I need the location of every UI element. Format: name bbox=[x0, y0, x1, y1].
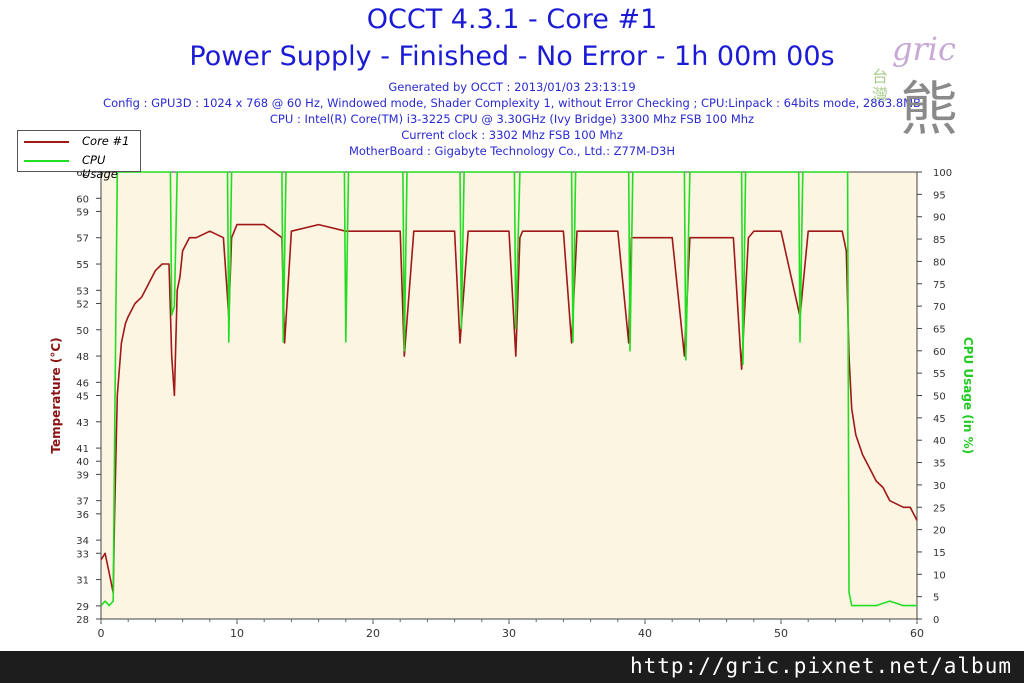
y-right-tick-label: 90 bbox=[933, 213, 946, 224]
y-left-tick-label: 29 bbox=[76, 602, 89, 613]
y-left-tick-label: 31 bbox=[76, 576, 89, 587]
y-right-tick-label: 50 bbox=[933, 392, 946, 403]
chart-title: OCCT 4.3.1 - Core #1 bbox=[366, 4, 658, 35]
legend-item-core1: Core #1 bbox=[18, 133, 140, 149]
y-left-tick-label: 46 bbox=[76, 378, 89, 389]
info-cpu: CPU : Intel(R) Core(TM) i3-3225 CPU @ 3.… bbox=[269, 112, 755, 126]
y-right-tick-label: 35 bbox=[933, 459, 946, 470]
info-clock: Current clock : 3302 Mhz FSB 100 Mhz bbox=[401, 128, 623, 142]
y-right-tick-label: 80 bbox=[933, 257, 946, 268]
y-right-tick-label: 0 bbox=[933, 615, 939, 626]
y-left-tick-label: 40 bbox=[76, 457, 89, 468]
logo-taiwan-text: 台灣 bbox=[872, 67, 889, 104]
y-left-tick-label: 52 bbox=[76, 299, 89, 310]
y-left-tick-label: 37 bbox=[76, 497, 89, 508]
x-tick-label: 20 bbox=[366, 627, 380, 640]
gric-logo: gric 台灣 熊 bbox=[872, 30, 972, 143]
chart-legend: Core #1 CPU Usage bbox=[17, 130, 141, 181]
y-left-tick-label: 50 bbox=[76, 326, 89, 337]
y-right-tick-label: 65 bbox=[933, 324, 946, 335]
y-right-axis-label: CPU Usage (in %) bbox=[961, 337, 975, 454]
y-left-tick-label: 41 bbox=[76, 444, 89, 455]
y-right-tick-label: 45 bbox=[933, 414, 946, 425]
legend-item-cpu-usage: CPU Usage bbox=[18, 152, 140, 181]
y-right-tick-label: 85 bbox=[933, 235, 946, 246]
y-left-tick-label: 39 bbox=[76, 470, 89, 481]
y-left-tick-label: 48 bbox=[76, 352, 89, 363]
y-left-tick-label: 53 bbox=[76, 286, 89, 297]
series-line-core1 bbox=[100, 223, 918, 594]
x-tick-label: 50 bbox=[774, 627, 788, 640]
y-left-tick-label: 34 bbox=[76, 536, 89, 547]
y-right-tick-label: 55 bbox=[933, 369, 946, 380]
y-right-tick-label: 70 bbox=[933, 302, 946, 313]
info-config: Config : GPU3D : 1024 x 768 @ 60 Hz, Win… bbox=[103, 96, 921, 110]
logo-gric-text: gric bbox=[892, 30, 956, 68]
plot-area bbox=[100, 171, 918, 620]
info-generated: Generated by OCCT : 2013/01/03 23:13:19 bbox=[388, 80, 636, 94]
legend-label-core1: Core #1 bbox=[82, 134, 130, 148]
legend-swatch-cpu-usage bbox=[24, 160, 69, 162]
y-left-axis-label: Temperature (°C) bbox=[49, 337, 63, 453]
y-left-tick-label: 33 bbox=[76, 549, 89, 560]
x-tick-label: 40 bbox=[638, 627, 652, 640]
watermark-url: http://gric.pixnet.net/album bbox=[629, 654, 1012, 678]
y-right-tick-label: 5 bbox=[933, 593, 939, 604]
x-tick-label: 10 bbox=[230, 627, 244, 640]
logo-bear-glyph: 熊 bbox=[900, 75, 959, 143]
y-left-tick-label: 55 bbox=[76, 260, 89, 271]
legend-label-cpu-usage: CPU Usage bbox=[82, 153, 118, 181]
y-left-tick-label: 28 bbox=[76, 615, 89, 626]
y-right-tick-label: 40 bbox=[933, 436, 946, 447]
y-left-tick-label: 57 bbox=[76, 234, 89, 245]
y-left-tick-label: 60 bbox=[76, 194, 89, 205]
y-left-tick-label: 62 bbox=[76, 168, 89, 179]
y-right-tick-label: 60 bbox=[933, 347, 946, 358]
y-right-tick-label: 75 bbox=[933, 280, 946, 291]
y-right-tick-label: 10 bbox=[933, 570, 946, 581]
y-right-tick-label: 30 bbox=[933, 481, 946, 492]
x-tick-label: 0 bbox=[98, 627, 105, 640]
y-left-tick-label: 59 bbox=[76, 207, 89, 218]
x-tick-label: 60 bbox=[910, 627, 924, 640]
y-right-tick-label: 15 bbox=[933, 548, 946, 559]
chart-subtitle: Power Supply - Finished - No Error - 1h … bbox=[189, 41, 835, 72]
y-right-tick-label: 100 bbox=[933, 168, 952, 179]
y-right-tick-label: 95 bbox=[933, 190, 946, 201]
y-right-tick-label: 25 bbox=[933, 503, 946, 514]
x-tick-label: 30 bbox=[502, 627, 516, 640]
y-right-tick-label: 20 bbox=[933, 526, 946, 537]
watermark-bar: http://gric.pixnet.net/album bbox=[0, 651, 1024, 683]
y-left-tick-label: 43 bbox=[76, 418, 89, 429]
y-left-tick-label: 45 bbox=[76, 392, 89, 403]
legend-swatch-core1 bbox=[24, 141, 69, 143]
y-left-tick-label: 36 bbox=[76, 510, 89, 521]
series-line-cpu-usage bbox=[100, 171, 917, 607]
info-motherboard: MotherBoard : Gigabyte Technology Co., L… bbox=[348, 144, 676, 158]
